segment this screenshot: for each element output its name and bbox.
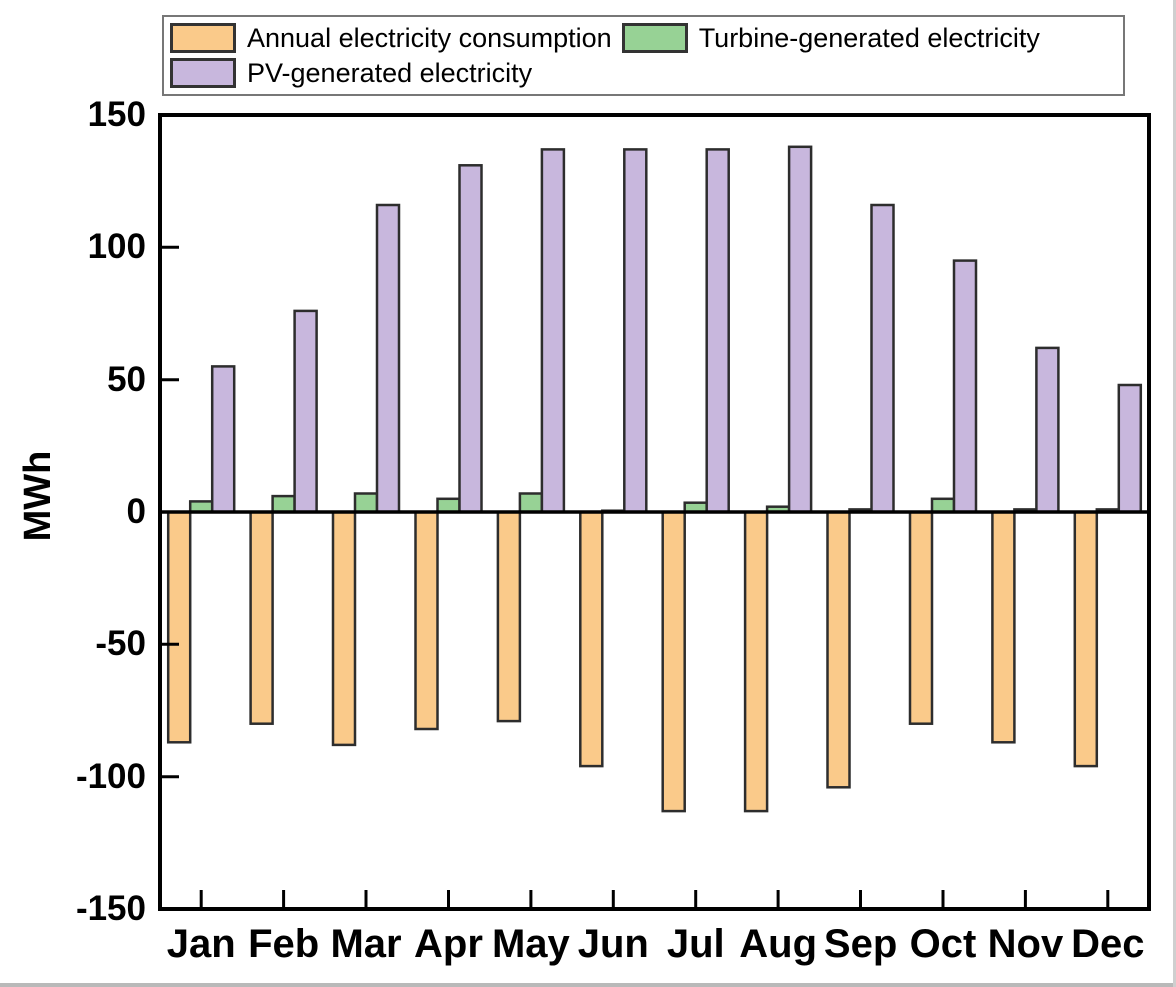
legend-row-2: PV-generated electricity: [170, 56, 1117, 90]
bar-nov-series2: [1035, 346, 1060, 514]
bar-apr-series1: [436, 497, 461, 514]
legend-label-consumption: Annual electricity consumption: [247, 22, 612, 53]
y-tick-label-150: 150: [87, 95, 146, 134]
window-edge-bottom: [0, 983, 1176, 987]
bar-may-series2: [540, 148, 566, 514]
legend-label-turbine: Turbine-generated electricity: [698, 22, 1040, 53]
y-tick-label--50: -50: [95, 624, 146, 663]
bar-nov-series0: [991, 510, 1016, 744]
bar-feb-series1: [271, 494, 296, 514]
bar-aug-series2: [787, 145, 813, 514]
bar-jan-series2: [210, 365, 236, 514]
bar-jun-series2: [623, 148, 648, 514]
turbine-swatch-icon: [621, 22, 688, 53]
bar-may-series0: [496, 510, 522, 723]
consumption-swatch-icon: [170, 22, 236, 53]
bar-mar-series1: [353, 492, 379, 514]
chart-legend: Annual electricity consumption Turbine-g…: [162, 15, 1125, 96]
x-label-oct: Oct: [909, 922, 977, 966]
x-label-dec: Dec: [1071, 922, 1145, 966]
legend-item-turbine: Turbine-generated electricity: [621, 21, 1040, 55]
legend-item-consumption: Annual electricity consumption: [170, 21, 612, 55]
legend-item-pv: PV-generated electricity: [170, 56, 532, 90]
x-label-jul: Jul: [666, 922, 725, 966]
bar-sep-series0: [826, 510, 851, 789]
legend-row-1: Annual electricity consumption Turbine-g…: [170, 21, 1117, 55]
bar-jul-series2: [705, 148, 730, 514]
x-label-nov: Nov: [987, 922, 1064, 966]
bar-mar-series0: [331, 510, 357, 747]
y-tick-label-50: 50: [107, 360, 146, 399]
y-tick-label-0: 0: [126, 492, 146, 531]
bar-feb-series2: [293, 309, 318, 514]
legend-label-pv: PV-generated electricity: [247, 58, 533, 89]
bar-oct-series0: [908, 510, 934, 725]
bar-mar-series2: [375, 203, 401, 514]
bar-jul-series0: [661, 510, 686, 813]
x-label-mar: Mar: [330, 922, 402, 966]
bar-jun-series0: [579, 510, 604, 768]
bar-oct-series2: [952, 259, 978, 514]
bar-may-series1: [518, 492, 544, 514]
y-tick-label-100: 100: [87, 227, 146, 266]
x-label-may: May: [491, 922, 570, 966]
bar-jan-series0: [166, 510, 192, 744]
x-label-aug: Aug: [739, 922, 818, 966]
x-label-jun: Jun: [577, 922, 649, 966]
bar-feb-series0: [249, 510, 274, 725]
x-label-feb: Feb: [248, 922, 320, 966]
window-edge-right: [1173, 0, 1176, 987]
x-label-jan: Jan: [166, 922, 236, 966]
x-label-sep: Sep: [823, 922, 898, 966]
x-axis-labels: Jan Feb Mar Apr May Jun Jul Aug Sep Oct Nov Dec: [160, 920, 1149, 968]
bar-oct-series1: [930, 497, 956, 514]
pv-swatch-icon: [170, 58, 236, 89]
bar-dec-series0: [1073, 510, 1099, 768]
x-label-apr: Apr: [414, 922, 483, 966]
y-tick-label--100: -100: [75, 757, 146, 796]
bar-apr-series0: [414, 510, 439, 731]
bar-aug-series0: [743, 510, 769, 813]
bar-dec-series2: [1117, 383, 1143, 514]
bar-sep-series2: [870, 203, 895, 514]
bar-apr-series2: [458, 164, 483, 514]
plot-frame: [158, 113, 1151, 911]
y-tick-label--150: -150: [75, 889, 146, 928]
